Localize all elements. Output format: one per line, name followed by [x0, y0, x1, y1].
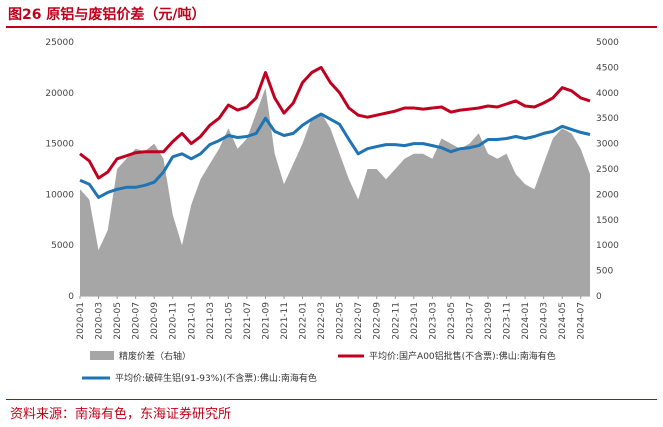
- legend-label-spread: 精废价差（右轴）: [119, 350, 191, 362]
- y-left-tick-label: 20000: [45, 89, 74, 99]
- x-tick-label: 2022-07: [354, 302, 364, 340]
- y-axis-left: 0 5000 10000 15000 20000 25000: [45, 38, 74, 302]
- y-left-tick-label: 10000: [45, 190, 74, 200]
- y-right-tick-label: 2000: [596, 190, 619, 200]
- legend-label-primary: 平均价:国产A00铝批售(不含票):佛山:南海有色: [369, 350, 556, 362]
- chart-title: 图26 原铝与废铝价差（元/吨）: [8, 7, 206, 23]
- x-tick-label: 2020-11: [169, 302, 179, 340]
- y-right-tick-label: 1500: [596, 216, 619, 226]
- x-tick-label: 2024-01: [521, 302, 531, 340]
- y-right-tick-label: 1000: [596, 241, 619, 251]
- title-rule: [6, 26, 657, 28]
- x-tick-label: 2022-03: [317, 302, 327, 340]
- x-tick-label: 2023-05: [447, 302, 457, 340]
- y-left-tick-label: 25000: [45, 38, 74, 48]
- legend: 精废价差（右轴） 平均价:国产A00铝批售(不含票):佛山:南海有色平均价:破碎生…: [82, 350, 556, 384]
- legend-swatch-spread: [90, 351, 114, 360]
- x-tick-label: 2022-01: [299, 302, 309, 340]
- y-right-tick-label: 500: [596, 267, 613, 277]
- x-tick-label: 2020-05: [113, 302, 123, 340]
- x-tick-label: 2024-03: [540, 302, 550, 340]
- x-tick-label: 2020-01: [76, 302, 86, 340]
- footer-rule: [6, 399, 657, 400]
- y-right-tick-label: 4000: [596, 89, 619, 99]
- x-tick-label: 2021-07: [243, 302, 253, 340]
- x-tick-label: 2023-09: [484, 302, 494, 340]
- line-scrap-aluminum: [79, 112, 591, 199]
- area-spread-series: [80, 87, 590, 296]
- x-tick-label: 2023-07: [465, 302, 475, 340]
- y-right-tick-label: 3500: [596, 114, 619, 124]
- x-tick-label: 2021-11: [280, 302, 290, 340]
- x-tick-label: 2023-11: [503, 302, 513, 340]
- x-tick-label: 2022-09: [373, 302, 383, 340]
- x-tick-label: 2023-03: [428, 302, 438, 340]
- legend-label-scrap: 平均价:破碎生铝(91-93%)(不含票):佛山:南海有色: [115, 372, 317, 384]
- x-tick-label: 2021-05: [224, 302, 234, 340]
- x-tick-label: 2022-05: [336, 302, 346, 340]
- x-tick-label: 2024-05: [558, 302, 568, 340]
- y-right-tick-label: 3000: [596, 140, 619, 150]
- x-axis: 2020-01 2020-03 2020-05 2020-07 2020-09 2020-…: [76, 296, 587, 340]
- y-left-tick-label: 15000: [45, 140, 74, 150]
- x-tick-label: 2021-09: [261, 302, 271, 340]
- source-note: 资料来源：南海有色，东海证券研究所: [10, 407, 232, 422]
- x-tick-label: 2021-03: [206, 302, 216, 340]
- y-left-tick-label: 0: [68, 292, 74, 302]
- x-tick-label: 2020-03: [95, 302, 105, 340]
- x-tick-label: 2020-07: [132, 302, 142, 340]
- x-tick-label: 2023-01: [410, 302, 420, 340]
- y-right-tick-label: 5000: [596, 38, 619, 48]
- x-tick-label: 2024-07: [577, 302, 587, 340]
- x-tick-label: 2021-01: [187, 302, 197, 340]
- x-tick-label: 2022-11: [391, 302, 401, 340]
- y-right-tick-label: 4500: [596, 63, 619, 73]
- y-right-tick-label: 2500: [596, 165, 619, 175]
- y-left-tick-label: 5000: [51, 241, 74, 251]
- x-tick-label: 2020-09: [150, 302, 160, 340]
- chart: 0 5000 10000 15000 20000 25000 0 500 1000 1500 20…: [45, 38, 619, 384]
- y-right-tick-label: 0: [596, 292, 602, 302]
- line-primary-aluminum: [79, 65, 591, 180]
- y-axis-right: 0 500 1000 1500 2000 2500 3000 3500 4000 4500 5000: [596, 38, 619, 302]
